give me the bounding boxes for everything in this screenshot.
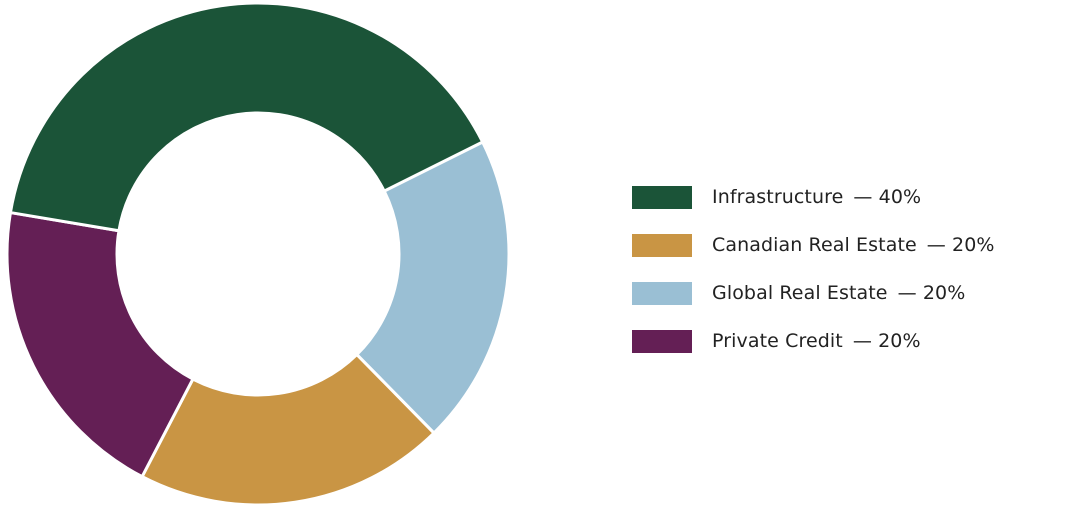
legend-value-canadian-real-estate: — 20% <box>926 234 995 256</box>
donut-slice-infrastructure <box>8 1 485 233</box>
legend-item-private-credit: Private Credit — 20% <box>632 317 995 365</box>
legend-label-infrastructure: Infrastructure <box>712 186 844 208</box>
legend-value-infrastructure: — 40% <box>853 186 922 208</box>
donut-slice-global-real-estate <box>354 139 511 436</box>
donut-chart-svg <box>5 1 511 506</box>
legend-value-global-real-estate: — 20% <box>897 282 966 304</box>
legend-swatch-infrastructure <box>632 185 692 209</box>
legend-swatch-global-real-estate <box>632 281 692 305</box>
legend-item-infrastructure: Infrastructure — 40% <box>632 173 995 221</box>
chart-legend: Infrastructure — 40% Canadian Real Estat… <box>632 173 995 365</box>
donut-slice-canadian-real-estate <box>140 352 437 506</box>
legend-value-private-credit: — 20% <box>852 330 921 352</box>
legend-swatch-canadian-real-estate <box>632 233 692 257</box>
donut-slice-private-credit <box>5 210 195 479</box>
legend-label-global-real-estate: Global Real Estate <box>712 282 888 304</box>
legend-label-private-credit: Private Credit <box>712 330 843 352</box>
legend-item-global-real-estate: Global Real Estate — 20% <box>632 269 995 317</box>
legend-swatch-private-credit <box>632 329 692 353</box>
legend-item-canadian-real-estate: Canadian Real Estate — 20% <box>632 221 995 269</box>
legend-label-canadian-real-estate: Canadian Real Estate <box>712 234 917 256</box>
